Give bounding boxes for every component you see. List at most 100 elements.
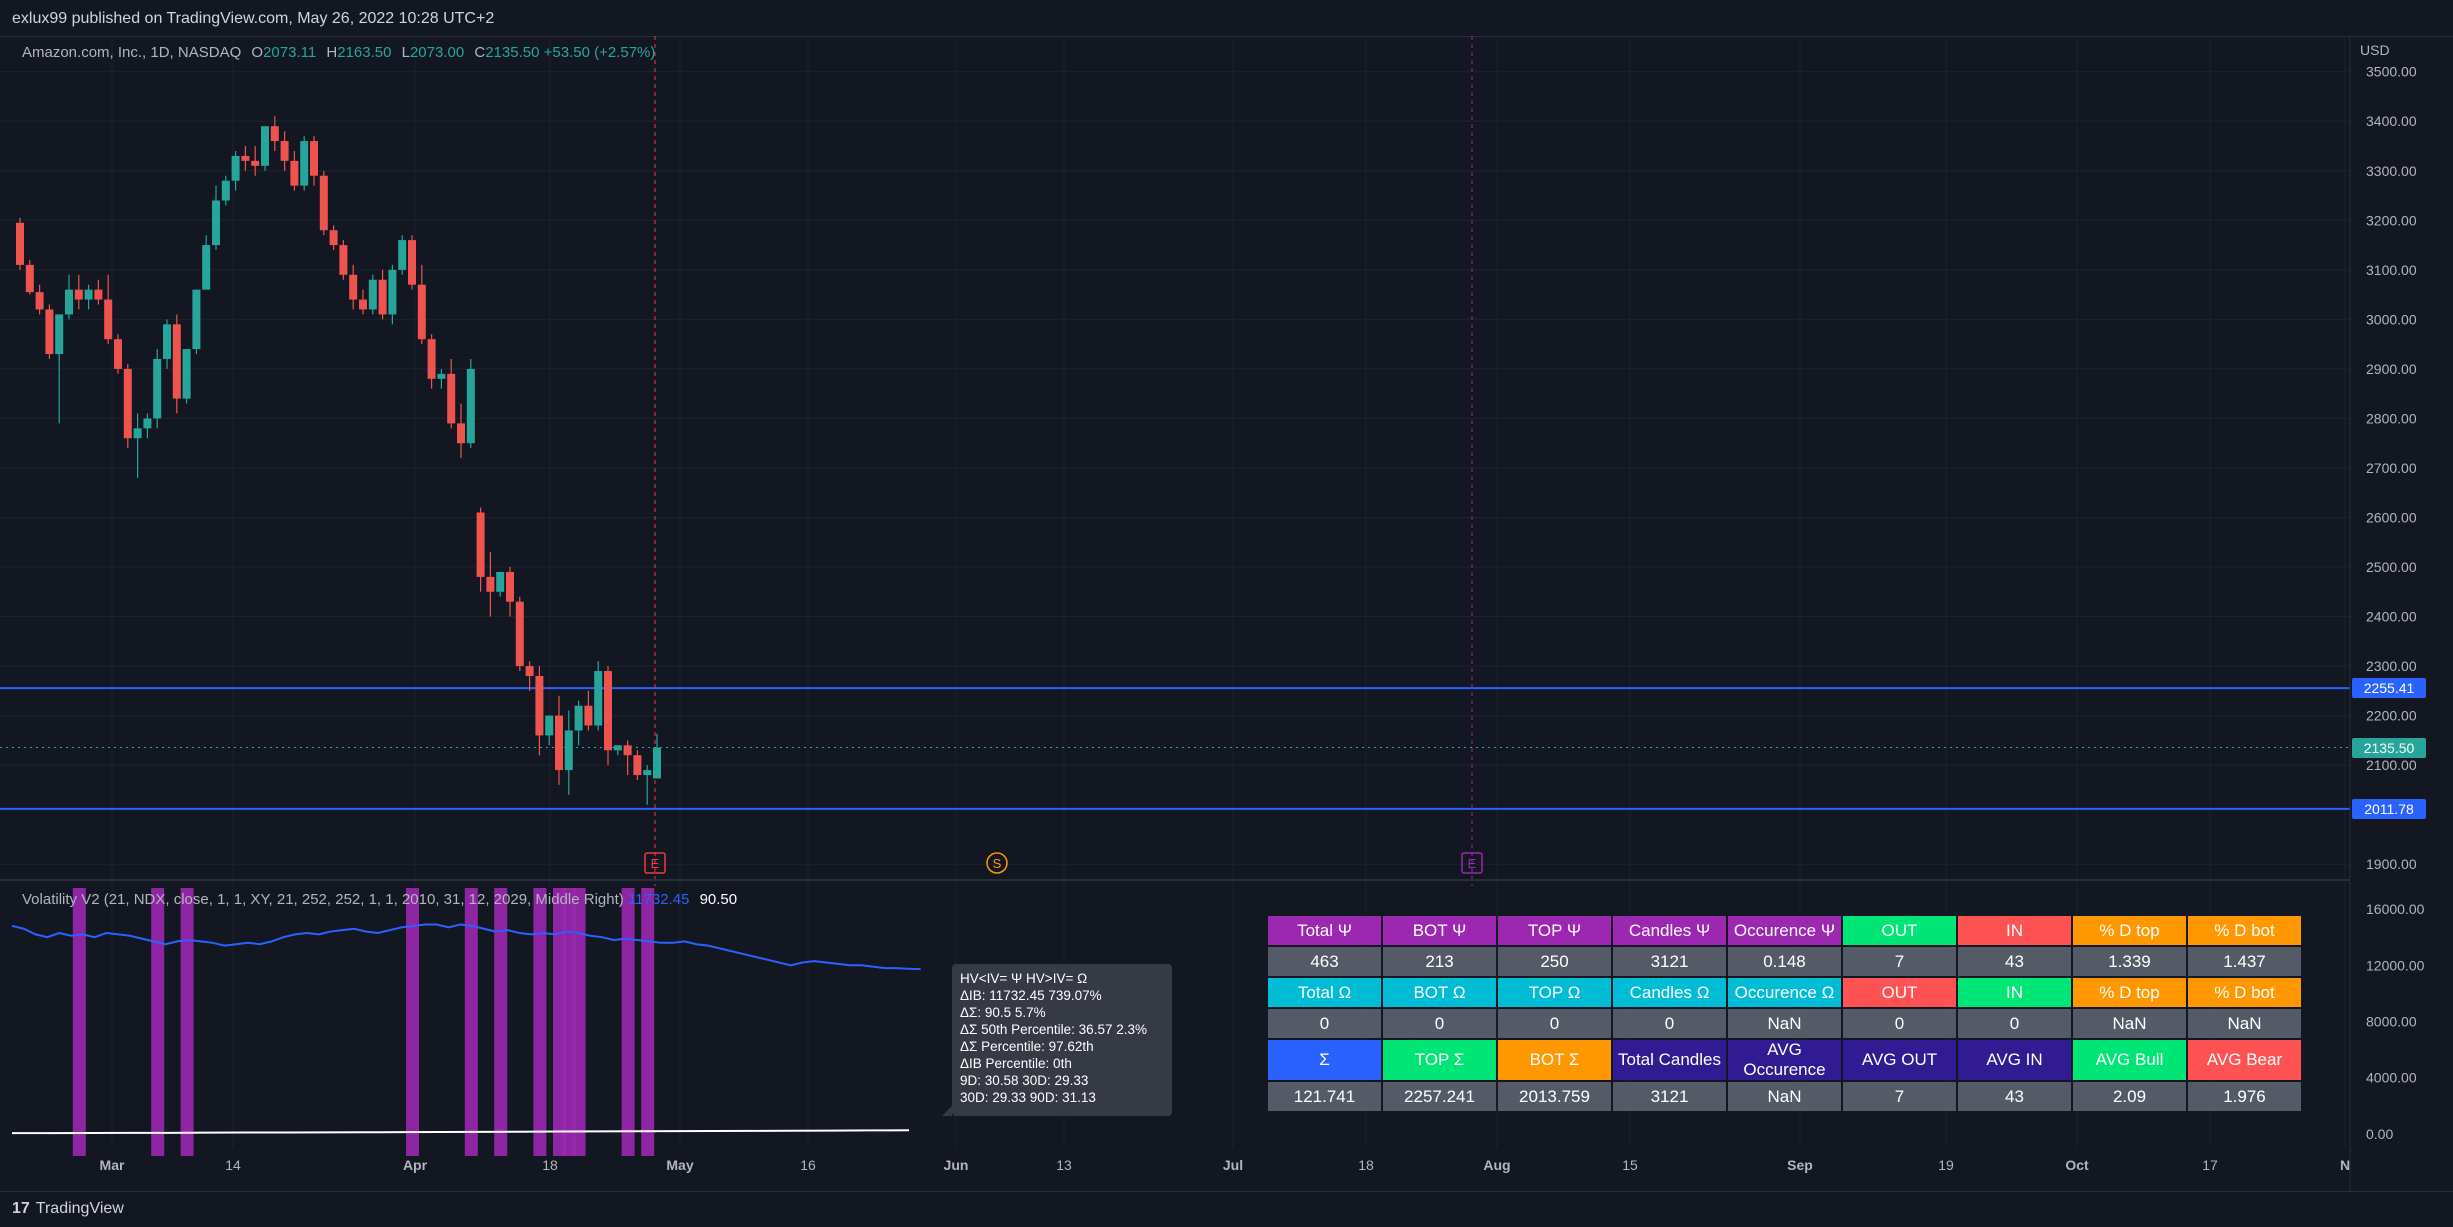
candle-body — [280, 141, 289, 161]
stats-value-cell: 43 — [1958, 1082, 2071, 1111]
time-tick-label: 19 — [1938, 1157, 1954, 1173]
candle-body — [319, 175, 328, 231]
candle-body — [525, 666, 534, 676]
time-tick-label: Jun — [944, 1157, 969, 1173]
highlight-bar — [572, 888, 586, 1156]
price-tick-label: 2800.00 — [2366, 410, 2417, 426]
indicator-legend[interactable]: Volatility V2 (21, NDX, close, 1, 1, XY,… — [22, 891, 737, 908]
candle-body — [427, 339, 436, 379]
event-vertical-lines — [654, 36, 1473, 886]
candle-body — [231, 155, 240, 181]
highlight-bar — [72, 888, 86, 1156]
stats-header-cell: Occurence Ψ — [1728, 916, 1841, 945]
candle-body — [623, 745, 632, 756]
candle-body — [65, 289, 73, 315]
event-marker-label: E — [651, 856, 660, 871]
indicator-tick-label: 4000.00 — [2366, 1070, 2417, 1086]
open-value: 2073.11 — [263, 44, 317, 61]
stats-value-cell: 7 — [1843, 947, 1956, 976]
candle-body — [349, 274, 358, 300]
baseline-line — [12, 1129, 910, 1135]
close-value: 2135.50 — [485, 44, 540, 61]
stats-header-cell: Σ — [1268, 1040, 1381, 1080]
indicator-tick-label: 8000.00 — [2366, 1014, 2417, 1030]
candle-body — [74, 289, 83, 300]
volatility-line — [11, 923, 921, 971]
candle-body — [202, 245, 211, 290]
stats-value-cell: 213 — [1383, 947, 1496, 976]
candle-body — [300, 141, 309, 186]
candle-body — [261, 126, 269, 166]
stats-value-cell: NaN — [1728, 1009, 1841, 1038]
stats-header-cell: IN — [1958, 916, 2071, 945]
symbol-name: Amazon.com, Inc., 1D, NASDAQ — [22, 44, 242, 61]
candle-body — [515, 601, 524, 667]
indicator-tick-label: 16000.00 — [2366, 901, 2425, 917]
candle-body — [45, 309, 54, 355]
candle-body — [653, 747, 661, 779]
candle-body — [584, 705, 593, 726]
stats-header-cell: IN — [1958, 978, 2071, 1007]
indicator-value-2: 90.50 — [699, 891, 738, 908]
time-tick-label: 18 — [542, 1157, 558, 1173]
price-tick-label: 2700.00 — [2366, 460, 2417, 476]
stats-value-cell: 250 — [1498, 947, 1611, 976]
stats-value-cell: 2013.759 — [1498, 1082, 1611, 1111]
stats-value-cell: 0 — [1958, 1009, 2071, 1038]
stats-row: 463 213 250 3121 0.148 7 43 1.339 1.437 — [1268, 947, 2301, 976]
price-tick-label: 2400.00 — [2366, 609, 2417, 625]
highlight-bar — [151, 888, 165, 1156]
candle-body — [290, 160, 299, 186]
stats-header-cell: OUT — [1843, 916, 1956, 945]
candle-body — [457, 423, 465, 444]
symbol-legend: Amazon.com, Inc., 1D, NASDAQ O2073.11 H 2… — [22, 44, 655, 61]
highlight-bar — [180, 888, 194, 1156]
tooltip-line: ΔΣ 50th Percentile: 36.57 2.3% — [960, 1022, 1147, 1037]
candle-body — [310, 141, 318, 176]
stats-value-cell: 1.339 — [2073, 947, 2186, 976]
candle-body — [192, 289, 201, 350]
candle-body — [153, 358, 162, 419]
stats-value-cell: 0.148 — [1728, 947, 1841, 976]
stats-header-cell: % D bot — [2188, 978, 2301, 1007]
highlight-bar — [553, 888, 566, 1156]
stats-header-cell: BOT Ω — [1383, 978, 1496, 1007]
stats-value-cell: NaN — [2073, 1009, 2186, 1038]
stats-header-cell: AVG Bull — [2073, 1040, 2186, 1080]
earnings-icon — [644, 852, 666, 874]
candle-body — [564, 730, 573, 771]
candle-body — [476, 512, 485, 577]
high-label: H — [326, 44, 338, 61]
event-marker: E — [1461, 852, 1483, 874]
price-tick-label: 2300.00 — [2366, 658, 2417, 674]
event-marker: E — [644, 852, 666, 874]
candle-body — [447, 373, 456, 424]
highlight-bar — [621, 888, 635, 1156]
tooltip-line: ΔΣ: 90.5 5.7% — [960, 1005, 1046, 1020]
time-tick-label: 18 — [1358, 1157, 1374, 1173]
highlight-bar — [494, 888, 508, 1156]
currency-label: USD — [2360, 42, 2390, 58]
open-label: O — [251, 44, 264, 61]
candle-body — [633, 755, 642, 776]
stats-value-cell: 1.437 — [2188, 947, 2301, 976]
stats-header-cell: % D bot — [2188, 916, 2301, 945]
time-tick-label: 17 — [2202, 1157, 2218, 1173]
price-tick-label: 2100.00 — [2366, 757, 2417, 773]
stats-header-cell: BOT Σ — [1498, 1040, 1611, 1080]
candle-body — [506, 571, 514, 602]
price-tick-label: 1900.00 — [2366, 856, 2417, 872]
stats-header-cell: AVG Occurence — [1728, 1040, 1841, 1080]
stats-row: Total Ψ BOT Ψ TOP Ψ Candles Ψ Occurence Ψ OUT… — [1268, 916, 2301, 945]
price-tag-upper: 2255.41 — [2352, 678, 2426, 699]
highlight-bar — [562, 888, 576, 1156]
stats-header-cell: Total Candles — [1613, 1040, 1726, 1080]
stats-header-cell: % D top — [2073, 978, 2186, 1007]
tradingview-logo: 17 TradingView — [12, 1200, 124, 1217]
candlestick-series — [16, 116, 661, 805]
price-levels — [0, 687, 2350, 810]
time-tick-label: Mar — [100, 1157, 125, 1173]
stats-value-cell: 0 — [1498, 1009, 1611, 1038]
tv-logo-icon: 17 — [12, 1200, 30, 1217]
